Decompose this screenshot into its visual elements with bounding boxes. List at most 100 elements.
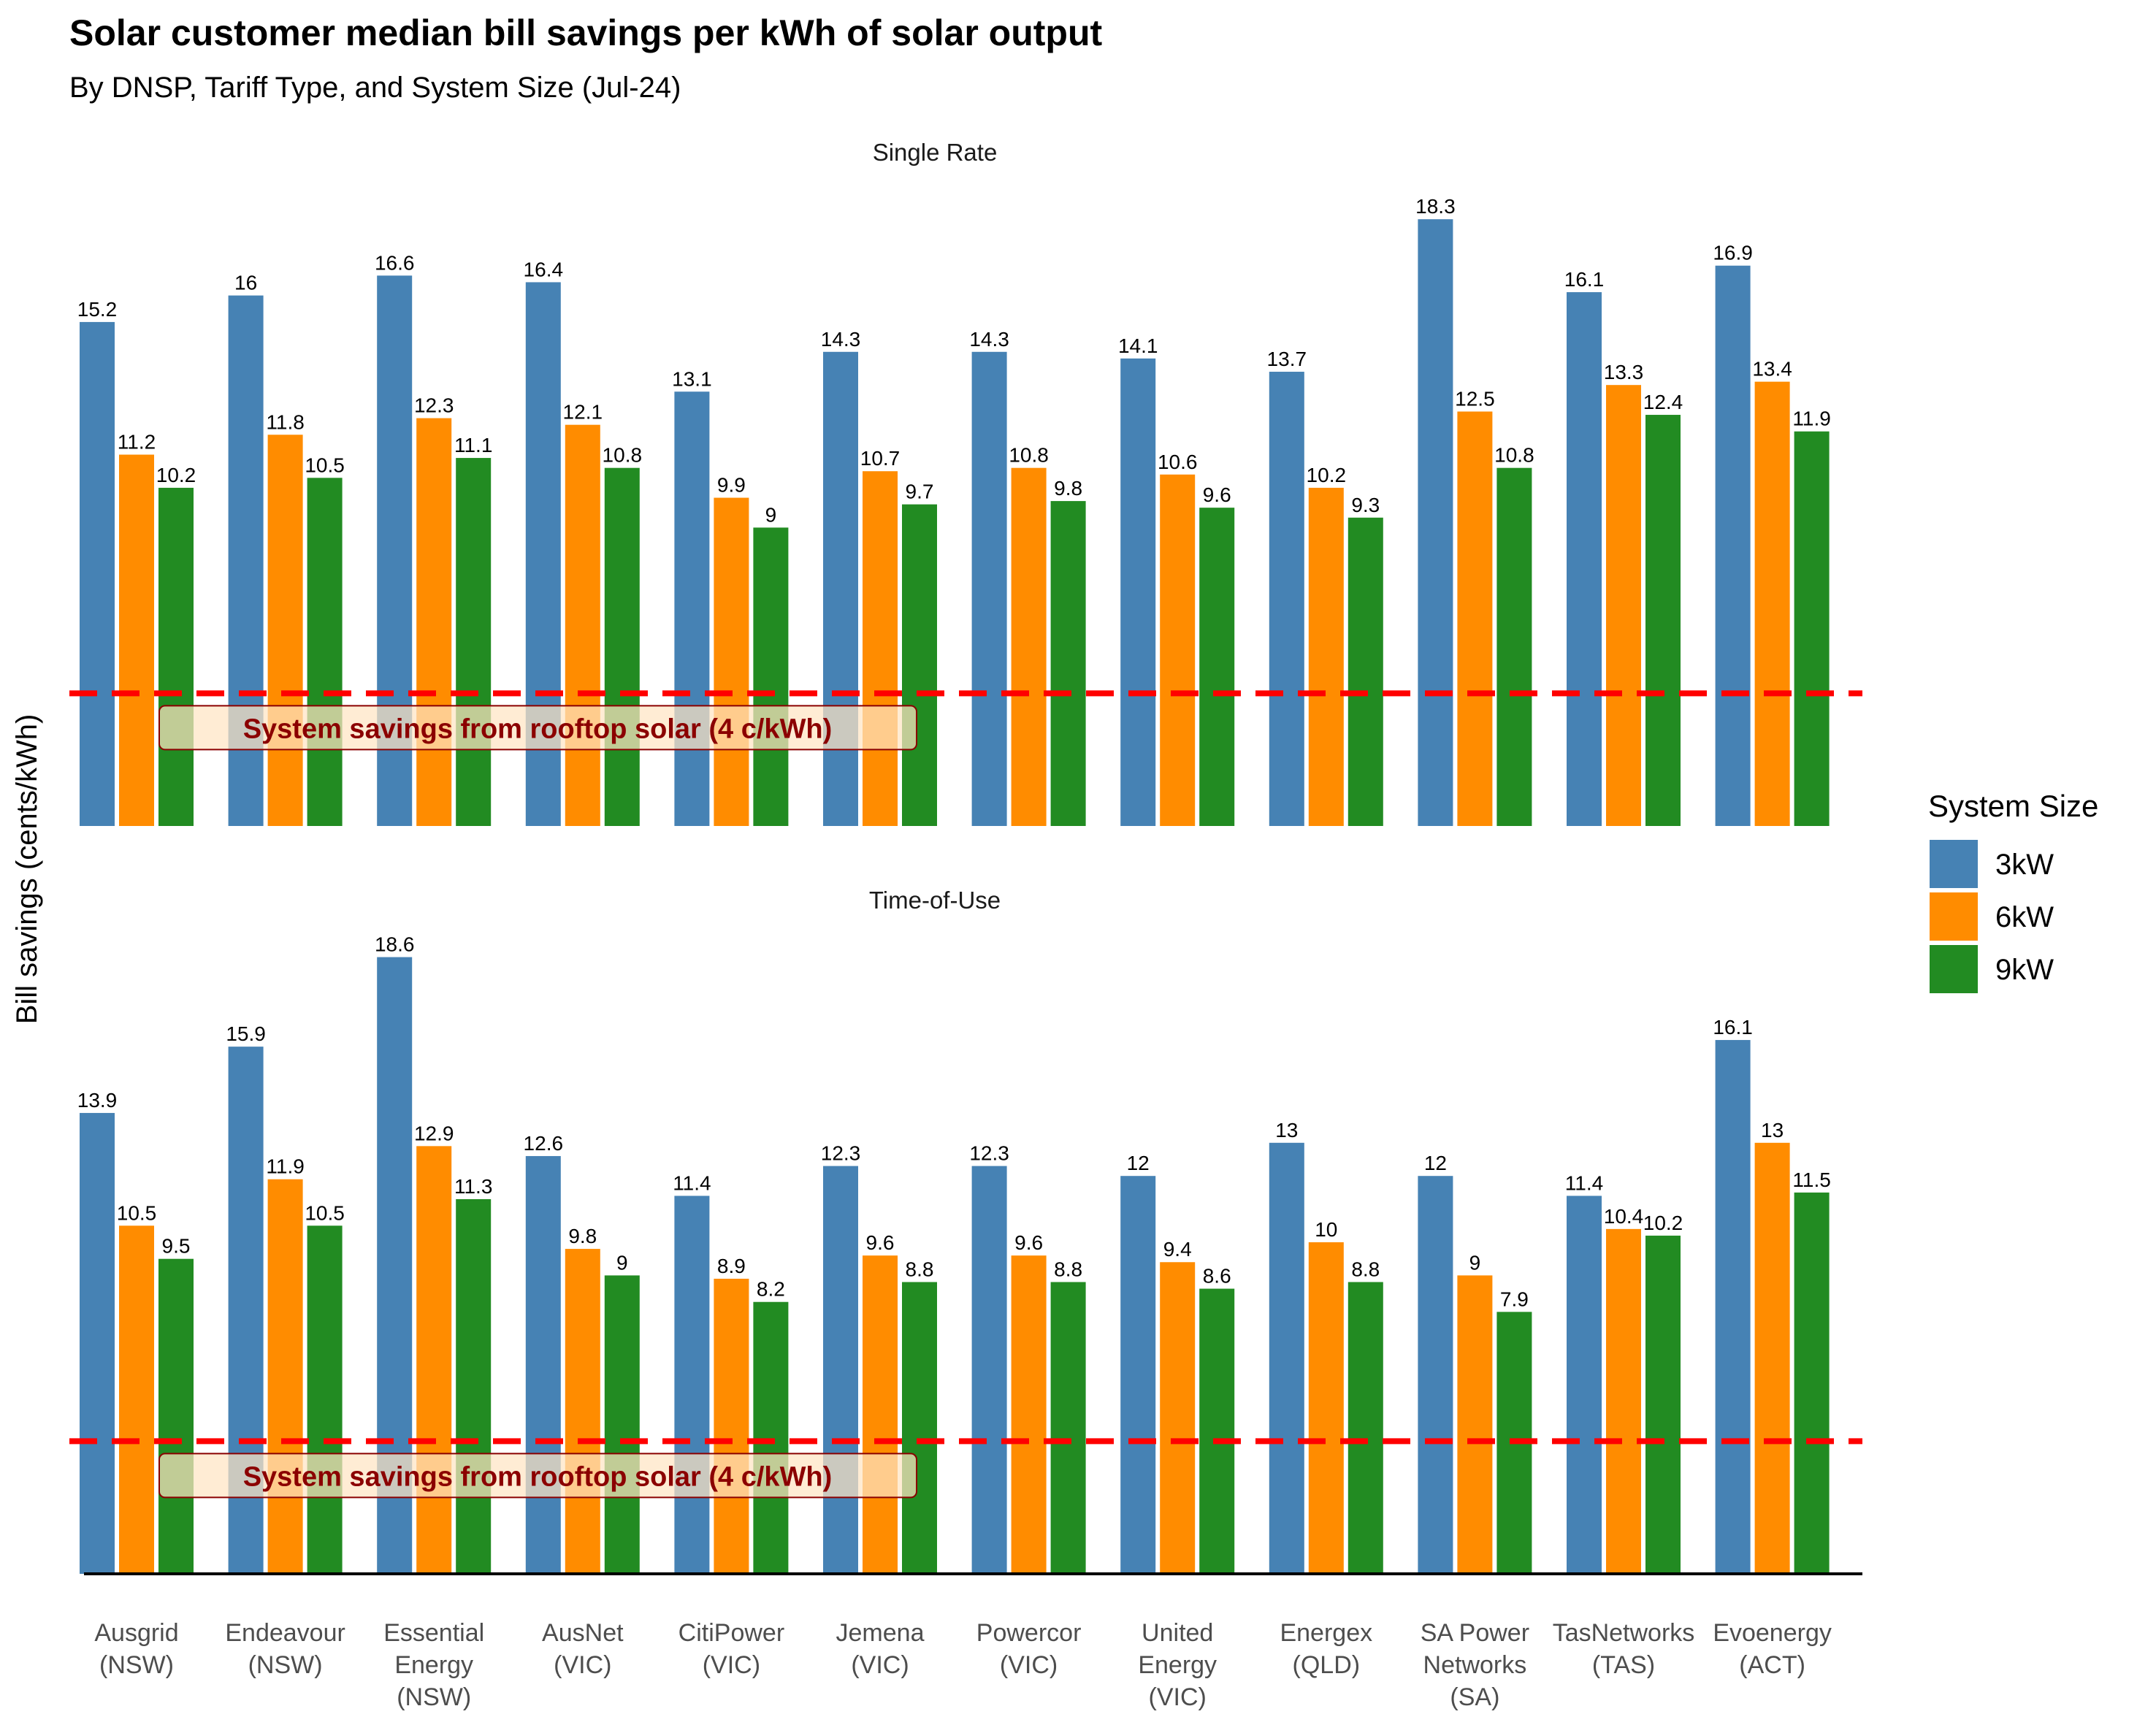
bar-value-label: 13.3 xyxy=(1604,361,1644,383)
bar-value-label: 16.1 xyxy=(1564,268,1605,291)
bar-value-label: 10.5 xyxy=(117,1201,157,1224)
bar xyxy=(863,471,898,826)
bar xyxy=(823,351,858,826)
chart-panels: Single Rate 15.2 16 16.6 16.4 13.1 14.3 14.3 14.… xyxy=(69,139,1862,1575)
bar-value-label: 10.2 xyxy=(1307,464,1347,486)
bar xyxy=(307,1225,343,1574)
x-tick-label-line: TasNetworks xyxy=(1553,1619,1695,1647)
bar xyxy=(902,1282,937,1574)
bar-value-label: 8.8 xyxy=(906,1258,934,1280)
bar xyxy=(971,1166,1007,1574)
bar-value-label: 8.6 xyxy=(1203,1265,1231,1288)
bar-value-label: 10.7 xyxy=(860,447,901,470)
bar xyxy=(267,1179,303,1574)
bar xyxy=(1011,467,1047,826)
bar-value-label: 9.6 xyxy=(866,1231,895,1254)
bar-value-label: 16.1 xyxy=(1713,1016,1753,1039)
bar xyxy=(863,1255,898,1574)
chart-title: Solar customer median bill savings per k… xyxy=(69,12,1102,53)
bar-value-label: 14.3 xyxy=(969,328,1009,351)
bar xyxy=(267,435,303,826)
bar xyxy=(1269,1142,1304,1574)
reference-annotation-label: System savings from rooftop solar (4 c/k… xyxy=(243,1461,833,1492)
bar-value-label: 11.1 xyxy=(454,434,492,456)
x-tick-label-line: United xyxy=(1142,1619,1213,1647)
bar xyxy=(753,527,789,826)
panel-time-of-use: Time-of-Use 13.9 15.9 18.6 12.6 11.4 12.3 12.3 1… xyxy=(69,887,1862,1574)
bar xyxy=(1754,381,1790,826)
bar xyxy=(1418,1176,1453,1574)
bar-value-label: 12.9 xyxy=(414,1122,454,1144)
bar-value-label: 11.9 xyxy=(266,1155,304,1178)
bar xyxy=(1794,431,1830,826)
bar-value-label: 12.1 xyxy=(563,401,603,424)
bar xyxy=(1120,1176,1156,1574)
bar xyxy=(1011,1255,1047,1574)
legend-swatch xyxy=(1930,945,1978,993)
bar xyxy=(823,1166,858,1574)
bar-value-label: 16 xyxy=(234,272,257,294)
bar-value-label: 12.3 xyxy=(414,394,454,417)
bar-value-label: 9.9 xyxy=(717,474,746,497)
bar xyxy=(674,391,710,826)
x-tick-label: TasNetworks (TAS) xyxy=(1553,1619,1695,1679)
x-tick-label-line: (TAS) xyxy=(1592,1651,1655,1679)
bar-value-label: 8.2 xyxy=(757,1278,785,1301)
bar xyxy=(1645,1235,1681,1574)
bar xyxy=(1645,415,1681,826)
bar xyxy=(307,478,343,826)
bar-value-label: 12.5 xyxy=(1455,388,1495,410)
bar xyxy=(714,1278,749,1574)
bar-value-label: 12 xyxy=(1424,1152,1447,1174)
bar xyxy=(158,487,194,826)
bar xyxy=(1606,385,1641,826)
x-tick-label-line: Endeavour xyxy=(225,1619,345,1647)
x-tick-label-line: SA Power xyxy=(1421,1619,1529,1647)
bar-value-label: 9.6 xyxy=(1014,1231,1043,1254)
bar xyxy=(1348,1282,1383,1574)
bar-value-label: 13.9 xyxy=(77,1089,118,1112)
bar-value-label: 14.1 xyxy=(1118,334,1158,357)
x-tick-label: Essential Energy (NSW) xyxy=(383,1619,484,1711)
bar xyxy=(416,1146,452,1574)
x-tick-label-line: Networks xyxy=(1423,1651,1527,1679)
legend-title: System Size xyxy=(1928,789,2098,823)
x-tick-label-line: (SA) xyxy=(1450,1683,1499,1711)
bar xyxy=(1199,508,1235,826)
bar-value-label: 12.6 xyxy=(524,1132,564,1155)
bar xyxy=(565,1249,600,1574)
bar-value-label: 11.5 xyxy=(1792,1169,1830,1191)
x-tick-label-line: Evoenergy xyxy=(1713,1619,1832,1647)
bar xyxy=(119,454,154,826)
legend-label: 6kW xyxy=(1995,901,2054,933)
bar-value-label: 9.4 xyxy=(1163,1238,1192,1261)
bar-value-label: 9 xyxy=(1469,1251,1481,1274)
bar-value-label: 11.8 xyxy=(266,410,304,433)
panel-label: Single Rate xyxy=(873,139,998,166)
bar-value-label: 13.1 xyxy=(672,367,712,390)
bar-value-label: 18.3 xyxy=(1415,195,1456,218)
bar xyxy=(80,1112,115,1574)
x-tick-label-line: Essential xyxy=(383,1619,484,1647)
bar xyxy=(158,1258,194,1574)
bar xyxy=(1715,1040,1751,1574)
x-tick-label-line: (QLD) xyxy=(1293,1651,1361,1679)
bar-value-label: 9.6 xyxy=(1203,483,1231,506)
legend-label: 9kW xyxy=(1995,954,2054,986)
bar-value-label: 11.4 xyxy=(673,1171,711,1194)
bar xyxy=(753,1301,789,1574)
x-tick-label-line: (VIC) xyxy=(851,1651,909,1679)
bar-value-label: 9.5 xyxy=(162,1235,191,1258)
bar xyxy=(604,1275,640,1574)
x-tick-label-line: (NSW) xyxy=(99,1651,174,1679)
chart-subtitle: By DNSP, Tariff Type, and System Size (J… xyxy=(69,72,681,104)
bar xyxy=(1496,467,1532,826)
bar-value-label: 10.5 xyxy=(305,1201,345,1224)
bar xyxy=(1457,1275,1493,1574)
bar xyxy=(1160,1262,1196,1574)
bar-value-label: 11.2 xyxy=(118,431,156,454)
bar-value-label: 11.4 xyxy=(1565,1171,1603,1194)
bar xyxy=(456,1198,492,1574)
bar xyxy=(565,424,600,826)
